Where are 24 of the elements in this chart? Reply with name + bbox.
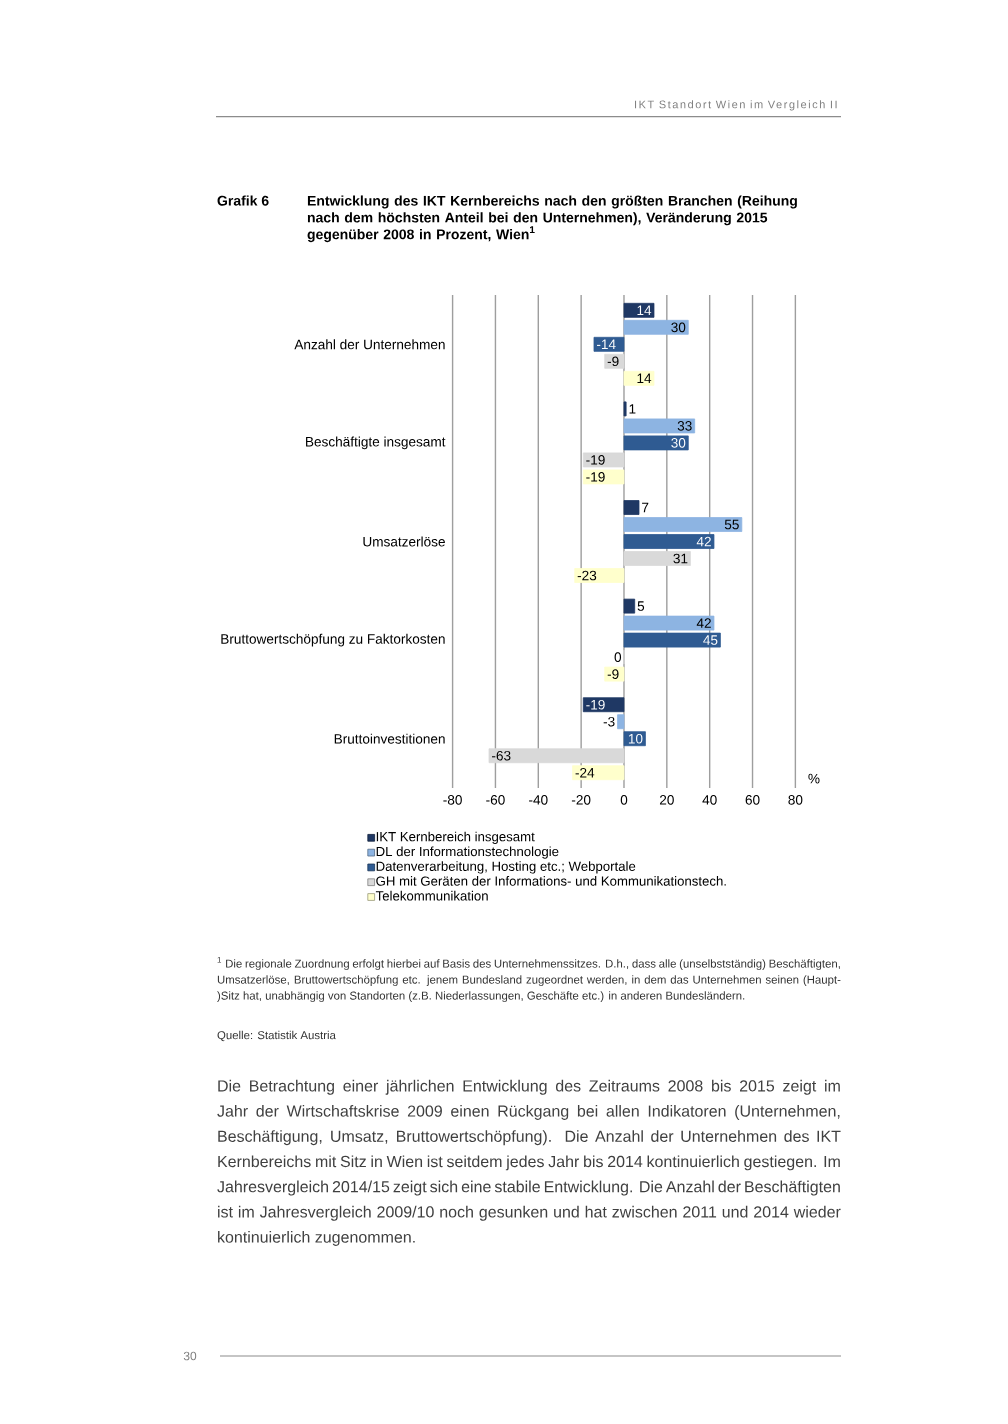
bar bbox=[623, 302, 655, 318]
bar bbox=[604, 666, 625, 682]
bar bbox=[617, 714, 625, 730]
bar bbox=[623, 598, 636, 614]
bar bbox=[623, 500, 640, 515]
bar bbox=[623, 534, 715, 549]
bar bbox=[623, 370, 655, 386]
bar bbox=[623, 319, 689, 335]
bar bbox=[623, 517, 743, 532]
bar bbox=[623, 615, 715, 631]
bar bbox=[623, 632, 721, 648]
bar bbox=[623, 551, 691, 566]
text: Die Betrachtung einer jährlichen Entwicklung des Zeitraums 2008 bis 2015 zeigt im Jahr der Wirtschaftskrise 2009 einen Rückgang bei allen Indikatoren (Unternehmen, Beschäftigung, Umsatz, Bruttowertschöpfung). Die Anzahl der Unternehmen des IKT Kernbereichs mit Sitz in Wien ist seitdem jedes Jahr bis 2014 kontinuierlich gestiegen. Im Jahresvergleich 2014/15 zeigt sich eine stabile Entwicklung. Die Anzahl der Beschäftigten ist im Jahresvergleich 2009/10 noch gesunken und hat zwischen 2011 und 2014 wieder kontinuierlich zugenommen. bbox=[217, 1079, 841, 1246]
bar bbox=[574, 568, 625, 583]
bar bbox=[572, 765, 625, 781]
bar bbox=[582, 452, 625, 468]
bar bbox=[623, 731, 646, 747]
bar bbox=[488, 748, 625, 764]
bar bbox=[623, 418, 696, 434]
bar bbox=[593, 336, 625, 352]
bar bbox=[604, 353, 625, 369]
bar bbox=[582, 469, 625, 485]
bar bbox=[582, 697, 625, 713]
bar bbox=[623, 435, 689, 451]
